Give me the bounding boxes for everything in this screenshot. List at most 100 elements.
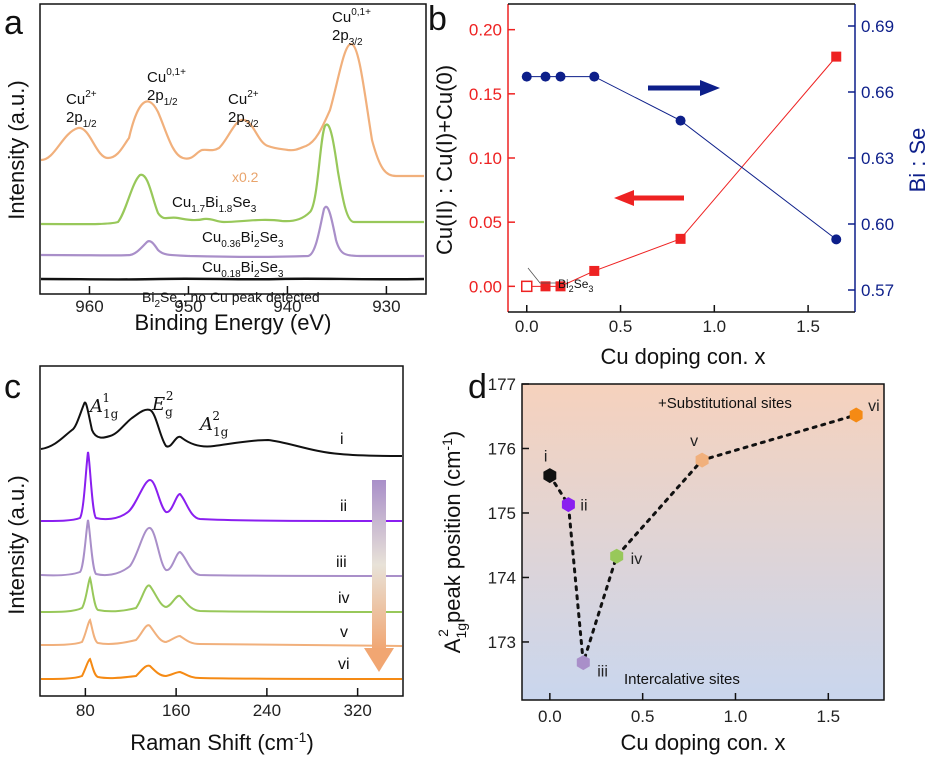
svg-text:Cu0,1+: Cu0,1+ (332, 7, 371, 26)
panel-d-frame (521, 383, 885, 701)
panel-a-xps-spectra: a 960 950 940 930 Binding Energy (eV) Inten… (4, 3, 427, 335)
panel-c-xtick-label: 240 (253, 701, 281, 720)
xps-peak-label-cu2-2p32: Cu2+ 2p3/2 (228, 89, 259, 130)
panel-d-ytick-label: 176 (488, 439, 516, 458)
panel-a-x-ticks: 960 950 940 930 (75, 286, 401, 316)
xps-scale-note: x0.2 (232, 169, 259, 185)
panel-d-region-top: +Substitutional sites (658, 395, 792, 412)
panel-d-ytick-label: 174 (488, 568, 516, 587)
svg-text:Bi2Se3: Bi2Se3 (558, 277, 593, 294)
panel-c-xlabel: Raman Shift (cm-1) (130, 729, 314, 755)
panel-d-point-label-v: v (690, 433, 698, 450)
panel-d-point-label-iv: iv (631, 551, 643, 568)
svg-text:Cu2+: Cu2+ (228, 89, 259, 108)
raman-series-v (40, 618, 403, 647)
panel-b-ytick-right-label: 0.69 (861, 17, 894, 36)
xps-series-orange (40, 42, 424, 178)
panel-d-ytick-label: 175 (488, 504, 516, 523)
panel-a-frame (39, 3, 427, 295)
raman-series-ii (40, 451, 403, 522)
panel-d-point-label-vi: vi (868, 398, 880, 415)
panel-b-ytick-left-label: 0.15 (469, 85, 502, 104)
panel-b-xlabel: Cu doping con. x (600, 344, 765, 369)
panel-b-ylabel-left: Cu(II) : Cu(I)+Cu(0) (432, 65, 457, 255)
svg-text:Cu0.36Bi2Se3: Cu0.36Bi2Se3 (202, 229, 284, 250)
raman-series-iii (40, 519, 403, 577)
svg-text:Bi2Se3: no Cu peak detected: Bi2Se3: no Cu peak detected (142, 289, 320, 310)
panel-d-ytick-label: 177 (488, 375, 516, 394)
panel-d-xtick-label: 0.5 (631, 707, 655, 726)
panel-d-point-ii (561, 497, 575, 513)
panel-b-ytick-left-label: 0.00 (469, 277, 502, 296)
panel-b-point-ratio-open (521, 280, 533, 293)
panel-d-point-v (695, 452, 709, 468)
panel-b-point-bise (555, 71, 566, 82)
panel-b-ytick-right-label: 0.60 (861, 215, 894, 234)
panel-b-point-ratio (540, 281, 551, 292)
panel-c-xtick-label: 160 (162, 701, 190, 720)
xps-peak-label-cu2-2p12: Cu2+ 2p1/2 (66, 89, 97, 130)
panel-d-point-iv (610, 548, 624, 564)
panel-b-arrow-left (614, 190, 684, 206)
panel-c-xtick-label: 320 (343, 701, 371, 720)
panel-b-ytick-right-label: 0.63 (861, 149, 894, 168)
panel-c-frame (39, 365, 404, 697)
raman-peak-label-a1g1: A1g1 (88, 391, 119, 421)
raman-label-iv: iv (338, 590, 350, 607)
panel-c-xtick-label: 80 (76, 701, 95, 720)
panel-b-line-bise (526, 76, 837, 240)
panel-c-letter: c (4, 368, 21, 406)
svg-text:2p1/2: 2p1/2 (147, 87, 178, 108)
panel-b-xtick-label: 1.0 (703, 317, 727, 336)
xps-peak-label-cu01-2p32: Cu0,1+ 2p3/2 (332, 7, 371, 48)
svg-text:A1g1: A1g1 (88, 391, 119, 421)
panel-b-xtick-label: 1.5 (796, 317, 820, 336)
panel-b-point-bise (521, 71, 532, 82)
panel-d-point-label-iii: iii (597, 664, 608, 681)
svg-text:A1g2: A1g2 (198, 409, 229, 439)
panel-b-ytick-left-label: 0.20 (469, 21, 502, 40)
panel-d-ylabel: A1g2 peak position (cm-1) (435, 431, 469, 653)
panel-d-point-i (543, 468, 557, 484)
panel-d-point-label-ii: ii (580, 498, 587, 515)
panel-b-letter: b (428, 0, 447, 38)
xps-series-label-cu018: Cu0.18Bi2Se3 (202, 259, 284, 280)
xps-series-lilac (40, 205, 424, 258)
svg-text:Eg2: Eg2 (151, 389, 173, 419)
panel-d-xtick-label: 1.5 (816, 707, 840, 726)
xps-series-label-cu036: Cu0.36Bi2Se3 (202, 229, 284, 250)
panel-d-xtick-label: 1.0 (724, 707, 748, 726)
raman-trend-arrow (364, 480, 394, 672)
panel-d-letter: d (468, 368, 487, 406)
panel-b-point-bise (540, 71, 551, 82)
xps-series-black (40, 277, 425, 281)
svg-text:Cu1.7Bi1.8Se3: Cu1.7Bi1.8Se3 (172, 194, 257, 215)
panel-c-raman-spectra: c 80 160 240 320 Raman Shift (cm-1) Intensi… (4, 365, 404, 755)
panel-b-ylabel-right: Bi : Se (905, 128, 930, 193)
panel-b-point-bise (675, 115, 686, 126)
raman-peak-label-a1g2: A1g2 (198, 409, 229, 439)
svg-text:2p3/2: 2p3/2 (332, 27, 363, 48)
panel-b-point-ratio (555, 281, 566, 292)
panel-a-letter: a (4, 4, 23, 42)
panel-d-point-vi (849, 407, 863, 423)
panel-a-xtick-label: 930 (372, 297, 400, 316)
raman-peak-label-eg2: Eg2 (151, 389, 173, 419)
raman-label-vi: vi (338, 656, 350, 673)
xps-series-label-cu17: Cu1.7Bi1.8Se3 (172, 194, 257, 215)
raman-label-v: v (340, 624, 348, 641)
svg-text:Cu0.18Bi2Se3: Cu0.18Bi2Se3 (202, 259, 284, 280)
panel-c-x-ticks: 80 160 240 320 (76, 688, 372, 720)
panel-b-ytick-right-label: 0.57 (861, 281, 894, 300)
panel-b-point-ratio (675, 233, 686, 244)
xps-peak-label-cu01-2p12: Cu0,1+ 2p1/2 (147, 67, 186, 108)
raman-label-i: i (340, 431, 344, 448)
panel-b-ytick-left-label: 0.05 (469, 213, 502, 232)
panel-b-annotation: Bi2Se3 (527, 267, 593, 294)
xps-series-green (40, 123, 424, 226)
panel-d-ticks: 0.0 0.5 1.0 1.5 173 174 175 176 177 (488, 375, 841, 726)
svg-text:Cu0,1+: Cu0,1+ (147, 67, 186, 86)
panel-d-ytick-label: 173 (488, 633, 516, 652)
panel-b-ticks: 0.0 0.5 1.0 1.5 0.00 0.05 0.10 0.15 0.20 0.57 0.60… (469, 17, 894, 336)
